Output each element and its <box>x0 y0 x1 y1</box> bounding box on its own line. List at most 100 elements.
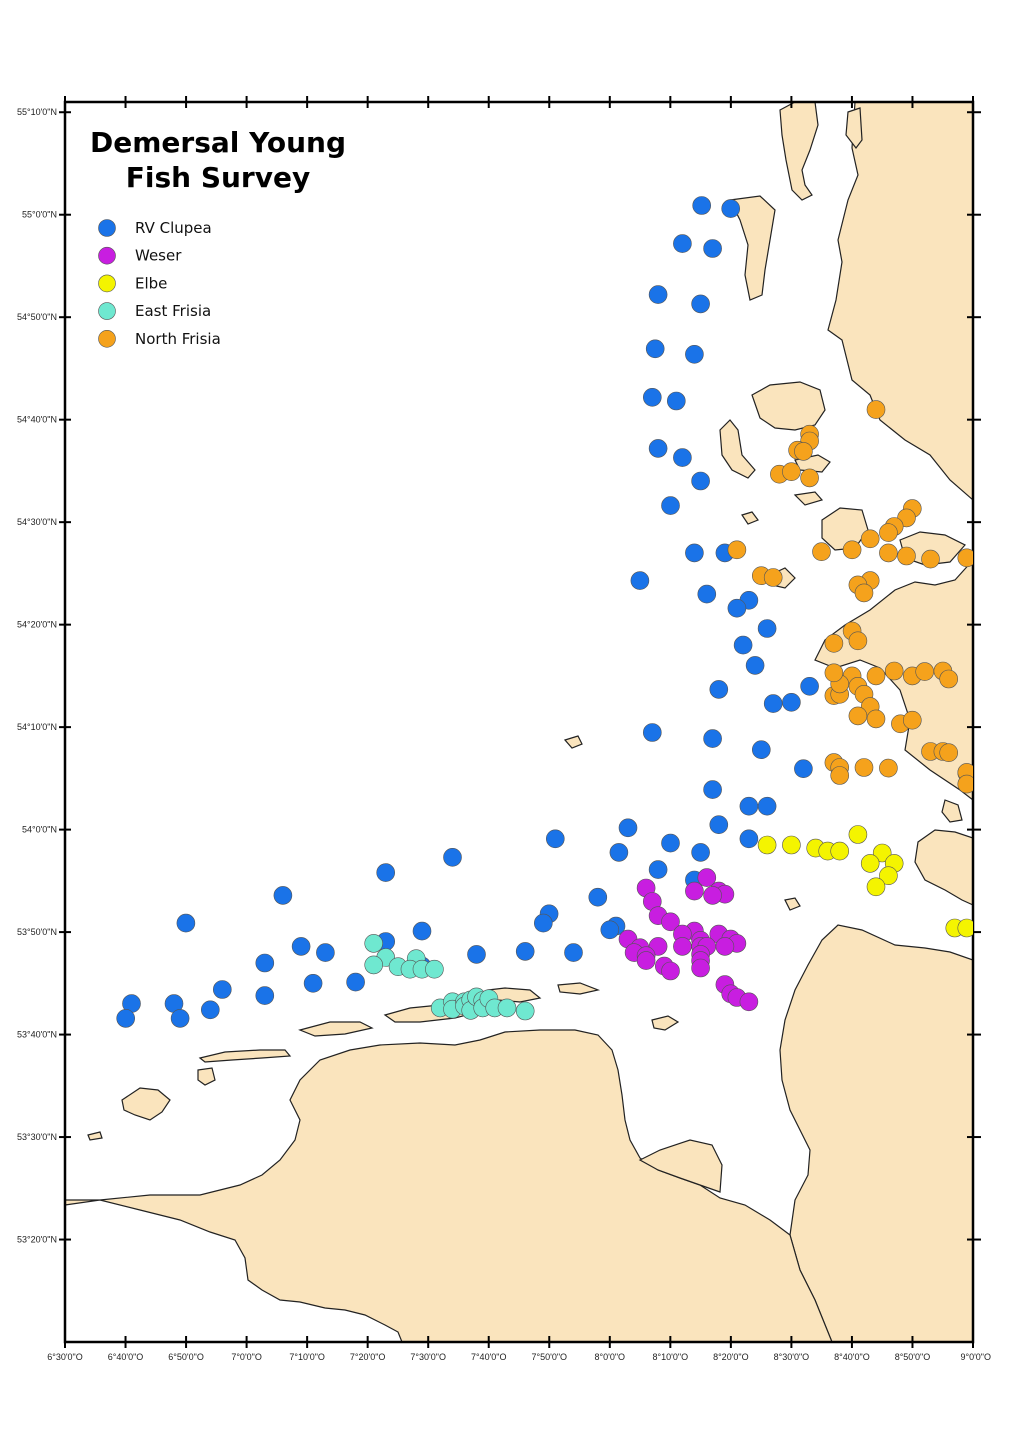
station-clupea <box>170 1009 190 1028</box>
romo <box>845 107 863 149</box>
station-weser <box>661 912 680 932</box>
station-northfrisia <box>897 546 916 566</box>
station-northfrisia <box>915 662 935 681</box>
station-clupea <box>588 887 608 907</box>
legend: RV Clupea Weser Elbe East Frisia North Frisi… <box>98 219 221 348</box>
station-clupea <box>794 759 813 779</box>
station-weser <box>697 868 717 887</box>
station-weser <box>703 886 722 905</box>
station-northfrisia <box>830 766 850 785</box>
lon-label: 7°20'0"O <box>350 1352 386 1362</box>
station-clupea <box>533 913 553 933</box>
station-northfrisia <box>902 710 922 730</box>
station-northfrisia <box>848 631 868 651</box>
station-clupea <box>673 234 692 253</box>
latitude-labels: 55°10'0"N 55°0'0"N 54°50'0"N 54°40'0"N 54°30… <box>17 107 57 1244</box>
dithmarschen-coast <box>914 829 973 906</box>
station-clupea <box>648 439 668 458</box>
legend-marker-weser <box>98 246 116 265</box>
lat-label: 55°10'0"N <box>17 107 57 117</box>
legend-marker-clupea <box>98 219 116 237</box>
lon-label: 6°50'0"O <box>168 1352 204 1362</box>
station-clupea <box>661 496 680 515</box>
lat-label: 55°0'0"N <box>22 210 57 220</box>
station-clupea <box>303 973 323 993</box>
lon-label: 6°40'0"O <box>108 1352 144 1362</box>
station-weser <box>673 937 692 956</box>
station-clupea <box>291 937 311 956</box>
station-clupea <box>757 796 777 816</box>
lat-label: 53°20'0"N <box>17 1235 57 1245</box>
station-clupea <box>691 471 710 491</box>
lon-label: 9°0'0"O <box>960 1352 991 1362</box>
juist <box>197 1067 216 1086</box>
station-clupea <box>255 953 275 973</box>
station-clupea <box>782 692 801 712</box>
lon-label: 8°20'0"O <box>713 1352 749 1362</box>
sandbank-elbe <box>784 897 801 911</box>
station-clupea <box>685 543 704 563</box>
station-clupea <box>346 972 365 992</box>
lat-label: 53°30'0"N <box>17 1132 57 1142</box>
station-clupea <box>673 448 692 467</box>
station-clupea <box>609 843 629 862</box>
legend-label-clupea: RV Clupea <box>135 219 212 237</box>
axis-ticks <box>59 96 981 1348</box>
station-clupea <box>176 913 196 933</box>
legend-label-weser: Weser <box>135 247 182 265</box>
station-clupea <box>739 829 759 849</box>
station-clupea <box>316 943 335 962</box>
station-weser <box>661 961 680 981</box>
station-northfrisia <box>879 523 898 542</box>
station-clupea <box>691 843 710 862</box>
amrum-sandbank <box>729 195 776 301</box>
helgoland <box>563 735 583 749</box>
station-eastfrisia <box>497 998 517 1018</box>
lon-label: 8°10'0"O <box>653 1352 689 1362</box>
lat-label: 54°40'0"N <box>17 415 57 425</box>
station-northfrisia <box>957 774 973 794</box>
station-clupea <box>703 780 722 799</box>
station-clupea <box>691 294 710 314</box>
station-northfrisia <box>727 540 747 560</box>
station-clupea <box>648 860 668 879</box>
trischen <box>941 799 963 823</box>
lon-label: 7°0'0"O <box>231 1352 262 1362</box>
lon-label: 6°30'0"O <box>47 1352 83 1362</box>
station-weser <box>691 958 710 978</box>
map-title: Demersal Young Fish Survey <box>90 126 346 194</box>
station-northfrisia <box>824 663 844 683</box>
station-clupea <box>727 598 747 618</box>
title-line-2: Fish Survey <box>126 161 310 194</box>
station-northfrisia <box>812 542 831 562</box>
station-northfrisia <box>794 442 813 461</box>
legend-marker-elbe <box>98 274 116 293</box>
station-clupea <box>709 680 729 699</box>
station-clupea <box>467 945 486 964</box>
station-clupea <box>642 387 662 407</box>
lat-label: 53°40'0"N <box>17 1030 57 1040</box>
station-clupea <box>703 729 722 748</box>
station-clupea <box>763 694 783 713</box>
lon-label: 7°10'0"O <box>289 1352 325 1362</box>
station-northfrisia <box>800 468 819 488</box>
station-clupea <box>800 676 819 696</box>
lat-label: 54°0'0"N <box>22 825 57 835</box>
hallig-4 <box>741 511 759 525</box>
station-northfrisia <box>957 548 973 568</box>
map-frame <box>63 100 975 1344</box>
longitude-labels: 6°30'0"O 6°40'0"O 6°50'0"O 7°0'0"O 7°10'0"O 7… <box>47 1352 991 1362</box>
station-elbe <box>757 835 777 855</box>
station-northfrisia <box>860 529 880 549</box>
station-northfrisia <box>884 661 904 681</box>
legend-marker-northfrisia <box>98 329 116 348</box>
station-clupea <box>666 391 686 411</box>
german-mainland <box>827 102 973 501</box>
station-clupea <box>703 239 722 258</box>
cuxhaven-coast <box>779 924 973 1342</box>
lon-label: 8°30'0"O <box>774 1352 810 1362</box>
station-elbe <box>879 866 898 886</box>
station-clupea <box>751 740 771 760</box>
station-clupea <box>443 847 462 867</box>
